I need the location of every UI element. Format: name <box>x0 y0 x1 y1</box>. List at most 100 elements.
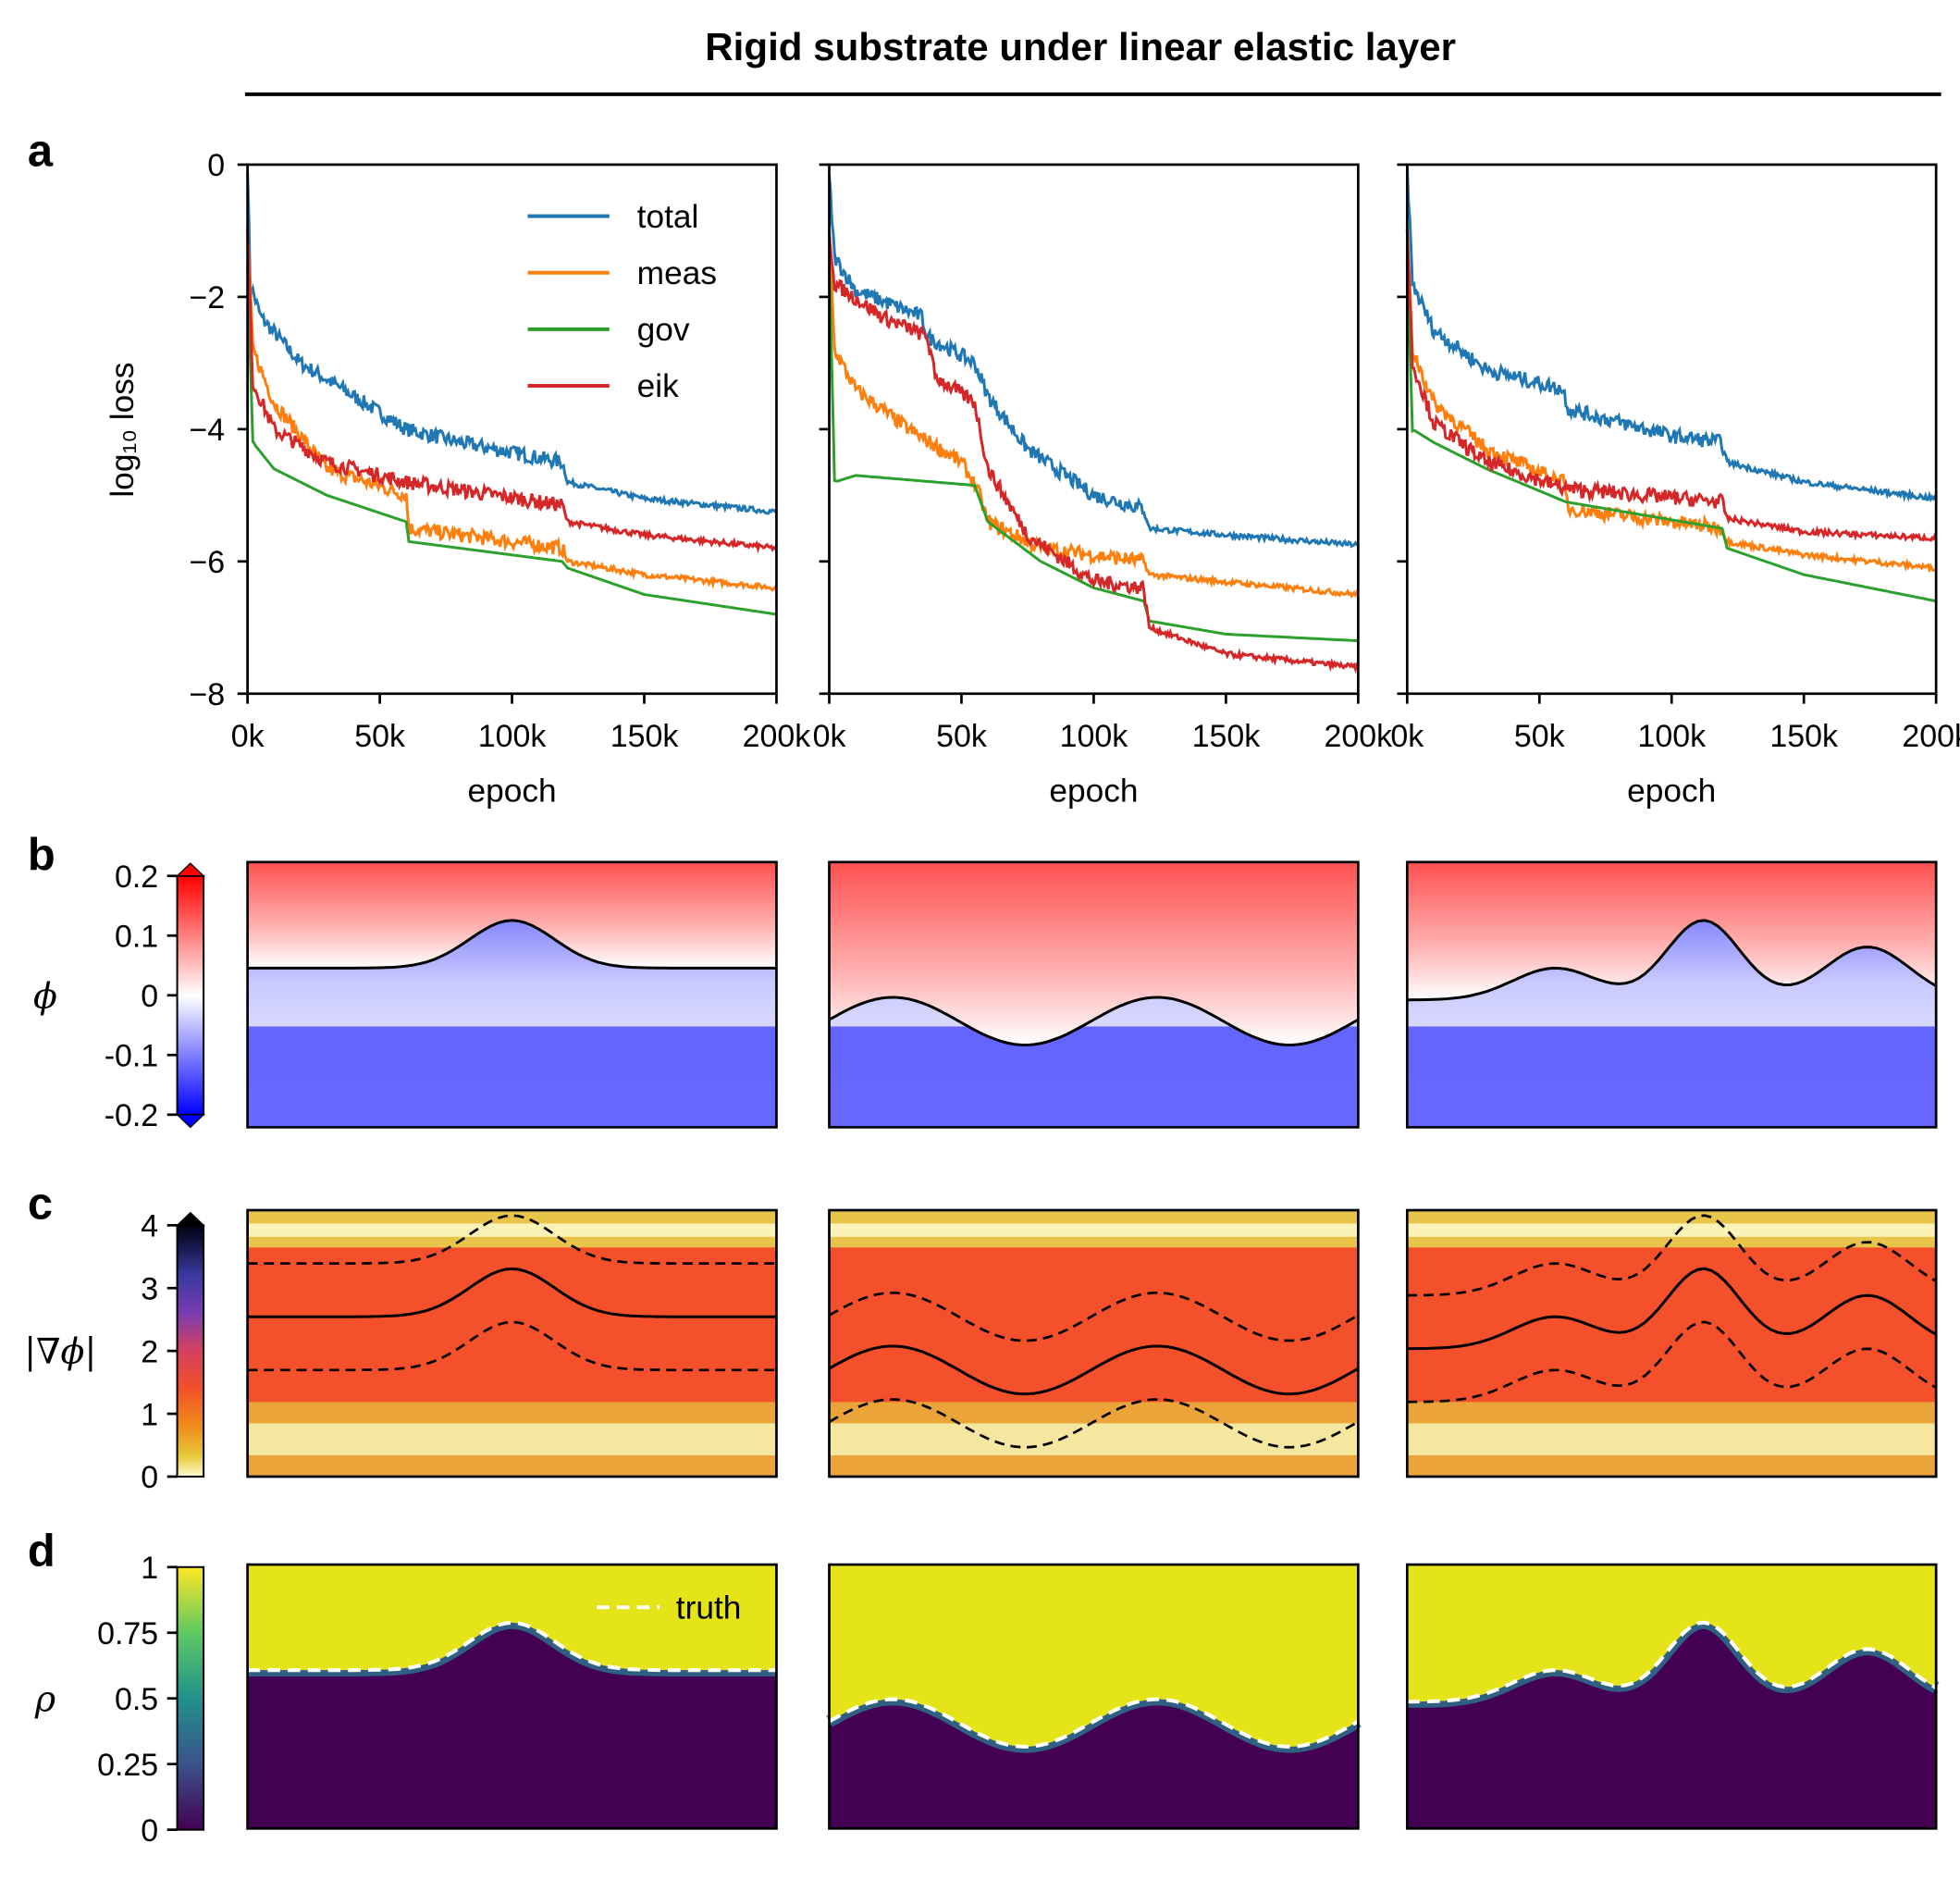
panel-label-a: a <box>28 126 54 176</box>
colorbar-tick-label: 0 <box>141 1460 158 1495</box>
series-line-gov <box>1405 262 1937 603</box>
series-line-eik <box>828 234 1360 674</box>
colorbar-tick-label: 0.5 <box>115 1682 158 1717</box>
grad-phi-map-1 <box>246 1208 778 1478</box>
x-tick-label: 0k <box>813 719 847 754</box>
x-tick-label: 200k <box>1902 719 1960 754</box>
series-line-eik <box>246 228 778 554</box>
truth-line <box>1407 1620 1938 1704</box>
colorbar-label: |∇ϕ| <box>24 1331 96 1372</box>
offset-contour-lower <box>828 1398 1360 1449</box>
x-tick-label: 100k <box>478 719 548 754</box>
map-frame <box>1405 1563 1938 1830</box>
panel-label-b: b <box>28 830 55 880</box>
x-tick-label: 50k <box>936 719 988 754</box>
rho-layer-region <box>1407 1565 1937 1702</box>
series-line-total <box>828 175 1360 549</box>
map-frame <box>1405 860 1938 1129</box>
loss-subplot-1: 0k 50k 100k 150k 200k 0 −2 −4 −6 −8 epoch total meas… <box>189 148 811 809</box>
offset-contour-upper <box>1407 1214 1937 1297</box>
series-line-meas <box>828 229 1360 600</box>
offset-contour-upper <box>247 1214 777 1265</box>
colorbar-d: 1 0.75 0.5 0.25 0 ρ <box>34 1551 205 1849</box>
zero-level-contour <box>1407 919 1937 1002</box>
map-frame <box>1405 1208 1938 1478</box>
colorbar-extend-max <box>175 1211 205 1227</box>
map-frame <box>828 1208 1360 1478</box>
phi-map-3 <box>1405 860 1938 1129</box>
legend-label-total: total <box>637 199 699 235</box>
colorbars: 0.2 0.1 0 -0.1 -0.2 ϕ 4 3 2 1 0 |∇ϕ| 1 0.75 0.5 0.25 0 ρ <box>24 860 205 1849</box>
map-frame <box>828 860 1360 1129</box>
loss-plots: 0k 50k 100k 150k 200k 0 −2 −4 −6 −8 epoch total meas… <box>189 148 1960 809</box>
x-tick-label: 150k <box>1192 719 1262 754</box>
colorbar-tick-label: 0.2 <box>115 860 158 895</box>
panel-label-d: d <box>28 1526 55 1576</box>
x-tick-label: 100k <box>1060 719 1129 754</box>
colorbar-tick-label: 1 <box>141 1397 158 1432</box>
colorbar-tick-label: 3 <box>141 1271 158 1306</box>
y-axis-label: log₁₀ loss <box>105 362 141 497</box>
x-axis-label: epoch <box>1049 773 1138 810</box>
x-tick-label: 0k <box>231 719 265 754</box>
offset-contour-lower <box>1407 1320 1937 1404</box>
colorbar-tick-label: 2 <box>141 1334 158 1369</box>
colorbar-extend-max <box>175 862 205 877</box>
loss-subplot-2: 0k 50k 100k 150k 200k epoch <box>813 163 1394 810</box>
zero-level-contour <box>828 1344 1360 1396</box>
legend-label-eik: eik <box>637 368 679 404</box>
series-line-eik <box>1405 229 1938 543</box>
phi-positive-region <box>1407 861 1937 1000</box>
x-tick-label: 200k <box>743 719 812 754</box>
y-tick-label: −6 <box>189 545 225 580</box>
x-axis-label: epoch <box>1627 773 1716 810</box>
zero-level-contour <box>247 1267 777 1318</box>
colorbar-label: ρ <box>34 1678 56 1719</box>
truth-line <box>828 1697 1360 1749</box>
legend-label-gov: gov <box>637 312 690 348</box>
grad-phi-map-3 <box>1405 1208 1938 1478</box>
rho-layer-region <box>247 1565 777 1671</box>
phi-deep-region <box>1407 1026 1937 1128</box>
offset-contour-lower <box>247 1320 777 1372</box>
colorbar-label: ϕ <box>33 975 57 1016</box>
x-tick-label: 0k <box>1390 719 1424 754</box>
x-tick-label: 150k <box>610 719 680 754</box>
series-line-total <box>1405 164 1938 502</box>
y-tick-label: −8 <box>189 677 225 712</box>
zero-level-contour <box>247 919 777 970</box>
map-frame <box>246 1563 778 1830</box>
map-frame <box>828 1563 1360 1830</box>
x-tick-label: 150k <box>1769 719 1839 754</box>
grad-top-band-light <box>829 1223 1359 1237</box>
x-axis-label: epoch <box>467 773 556 810</box>
phi-map-2 <box>828 860 1360 1129</box>
x-tick-label: 50k <box>354 719 406 754</box>
colorbar-tick-label: -0.2 <box>105 1098 158 1133</box>
x-tick-label: 100k <box>1637 719 1707 754</box>
phi-positive-region <box>247 861 777 969</box>
map-frame <box>246 1208 778 1478</box>
rho-map-2 <box>826 1563 1362 1830</box>
y-tick-label: −4 <box>189 413 225 448</box>
y-tick-label: 0 <box>207 148 225 183</box>
phi-positive-region <box>829 861 1359 1045</box>
rho-layer-region <box>829 1565 1359 1747</box>
colorbar-tick-label: 0.75 <box>97 1616 158 1651</box>
x-tick-label: 200k <box>1325 719 1394 754</box>
series-line-total <box>246 171 778 515</box>
colorbar-tick-label: -0.1 <box>105 1039 158 1074</box>
colorbar-tick-label: 0 <box>141 1813 158 1849</box>
axes-frame <box>1405 163 1938 696</box>
truth-line <box>247 1620 777 1673</box>
colorbar-tick-label: 4 <box>141 1209 158 1244</box>
colorbar-extend-min <box>175 1114 205 1129</box>
grad-bottom-band-light <box>1407 1423 1937 1455</box>
legend-label-meas: meas <box>637 255 717 291</box>
rho-map-3 <box>1405 1563 1940 1830</box>
rho-map-1: truth <box>246 1563 778 1830</box>
loss-subplot-3: 0k 50k 100k 150k 200k epoch <box>1390 163 1960 810</box>
colorbar-tick-label: 1 <box>141 1551 158 1586</box>
grad-bottom-band-light <box>247 1423 777 1455</box>
